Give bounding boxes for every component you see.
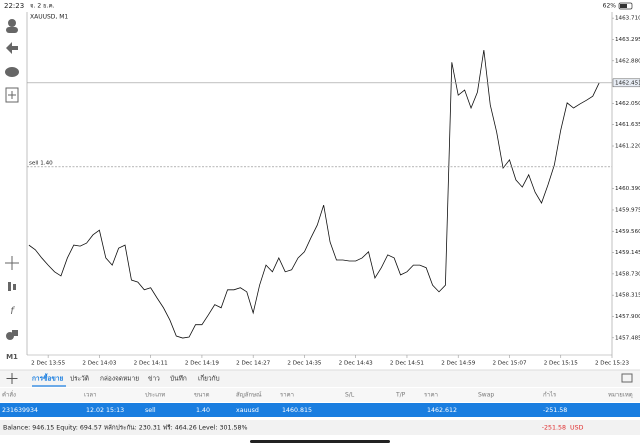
account-summary: Balance: 946.15 Equity: 694.57 หลักประกั… — [3, 424, 248, 432]
indicator-icon[interactable]: f — [10, 306, 15, 317]
order-row[interactable] — [0, 403, 640, 417]
order-cell: -251.58 — [543, 407, 567, 414]
y-tick-label: 1462.880 — [615, 58, 640, 64]
crosshair-icon[interactable] — [5, 256, 19, 270]
x-tick-label: 2 Dec 15:23 — [595, 361, 630, 367]
current-price-tag — [612, 78, 640, 88]
current-price-label: 1462.451 — [615, 80, 640, 86]
x-tick-label: 2 Dec 15:07 — [492, 361, 527, 367]
y-tick-label: 1461.635 — [615, 122, 640, 128]
order-cell: 12.02 15:13 — [86, 407, 124, 414]
order-cell: xauusd — [236, 407, 259, 414]
layout-button[interactable] — [621, 373, 633, 383]
total-profit: -251.58 — [542, 425, 566, 432]
order-cell: 1460.815 — [282, 407, 312, 414]
timeframe-button[interactable]: M1 — [6, 353, 18, 361]
status-date: จ. 2 ธ.ค. — [30, 3, 55, 10]
y-tick-label: 1458.315 — [615, 293, 640, 299]
battery-icon — [618, 2, 633, 10]
add-button[interactable] — [6, 373, 18, 384]
x-tick-label: 2 Dec 13:55 — [31, 361, 66, 367]
y-tick-label: 1463.710 — [615, 16, 640, 22]
status-battery: 62% — [603, 3, 617, 10]
column-header: หมายเหตุ — [608, 392, 633, 399]
y-tick-label: 1459.145 — [615, 250, 640, 256]
chat-icon[interactable] — [5, 67, 19, 77]
y-tick-label: 1462.050 — [615, 101, 640, 107]
tab[interactable]: บันทึก — [170, 375, 187, 383]
column-header: เวลา — [84, 392, 96, 399]
home-indicator — [250, 440, 390, 443]
profit-currency: USD — [570, 425, 584, 432]
x-tick-label: 2 Dec 14:03 — [82, 361, 117, 367]
column-header: สัญลักษณ์ — [236, 391, 262, 399]
battery-level — [620, 4, 627, 8]
x-tick-label: 2 Dec 14:11 — [134, 361, 169, 367]
chart: XAUUSD, M1 1463.710 1463.295 1462.880 1462.… — [26, 12, 640, 367]
y-tick-label: 1461.220 — [615, 144, 640, 150]
column-header: T/P — [395, 392, 406, 399]
y-tick-label: 1459.560 — [615, 229, 640, 235]
x-tick-label: 2 Dec 14:27 — [236, 361, 271, 367]
x-tick-label: 2 Dec 14:51 — [390, 361, 425, 367]
trade-icon[interactable] — [6, 42, 18, 54]
tab[interactable]: กล่องจดหมาย — [100, 375, 139, 383]
y-tick-label: 1459.975 — [615, 207, 640, 213]
tab[interactable]: การซื้อขาย — [32, 373, 63, 383]
candles-icon[interactable] — [8, 282, 11, 291]
column-header: ขนาด — [194, 392, 210, 399]
x-tick-label: 2 Dec 15:15 — [544, 361, 579, 367]
y-tick-label: 1458.730 — [615, 271, 640, 277]
order-cell: 1.40 — [196, 407, 210, 414]
column-header: ประเภท — [145, 392, 165, 399]
new-order-icon[interactable] — [5, 87, 19, 103]
x-tick-label: 2 Dec 14:59 — [441, 361, 476, 367]
x-tick-label: 2 Dec 14:19 — [185, 361, 220, 367]
chart-title: XAUUSD, M1 — [30, 14, 68, 21]
candles-icon-2 — [13, 284, 16, 290]
orders-table: คำสั่ง เวลา ประเภท ขนาด สัญลักษณ์ ราคา S/L T/P ร… — [0, 391, 640, 417]
account-icon-body — [6, 27, 18, 33]
order-cell: 231639934 — [2, 407, 38, 414]
column-header: ราคา — [424, 392, 438, 399]
column-header: คำสั่ง — [2, 391, 16, 399]
footer-bar — [0, 420, 640, 435]
column-header: กำไร — [543, 391, 557, 399]
tab[interactable]: ประวัติ — [70, 375, 89, 383]
y-tick-label: 1460.390 — [615, 186, 640, 192]
left-toolbar: f M1 — [5, 19, 19, 361]
objects-icon-2 — [12, 330, 18, 336]
account-icon[interactable] — [8, 19, 16, 27]
column-header: Swap — [478, 392, 494, 399]
table-header — [0, 388, 640, 402]
column-header: ราคา — [280, 392, 294, 399]
tab[interactable]: เกี่ยวกับ — [198, 374, 220, 383]
order-cell: sell — [145, 407, 156, 414]
tab[interactable]: ข่าว — [148, 375, 160, 383]
y-tick-label: 1457.485 — [615, 335, 640, 341]
x-tick-label: 2 Dec 14:43 — [339, 361, 374, 367]
tabs-bar — [0, 370, 640, 387]
status-time: 22:23 — [4, 2, 24, 10]
order-cell: 1462.612 — [427, 407, 457, 414]
column-header: S/L — [345, 392, 355, 399]
tabs: การซื้อขาย ประวัติ กล่องจดหมาย ข่าว บันทึก เก… — [32, 373, 220, 387]
new-order-plus — [8, 91, 16, 99]
x-tick-label: 2 Dec 14:35 — [287, 361, 322, 367]
y-tick-label: 1463.295 — [615, 37, 640, 43]
y-tick-label: 1457.900 — [615, 314, 640, 320]
order-line-label: sell 1.40 — [29, 160, 53, 166]
